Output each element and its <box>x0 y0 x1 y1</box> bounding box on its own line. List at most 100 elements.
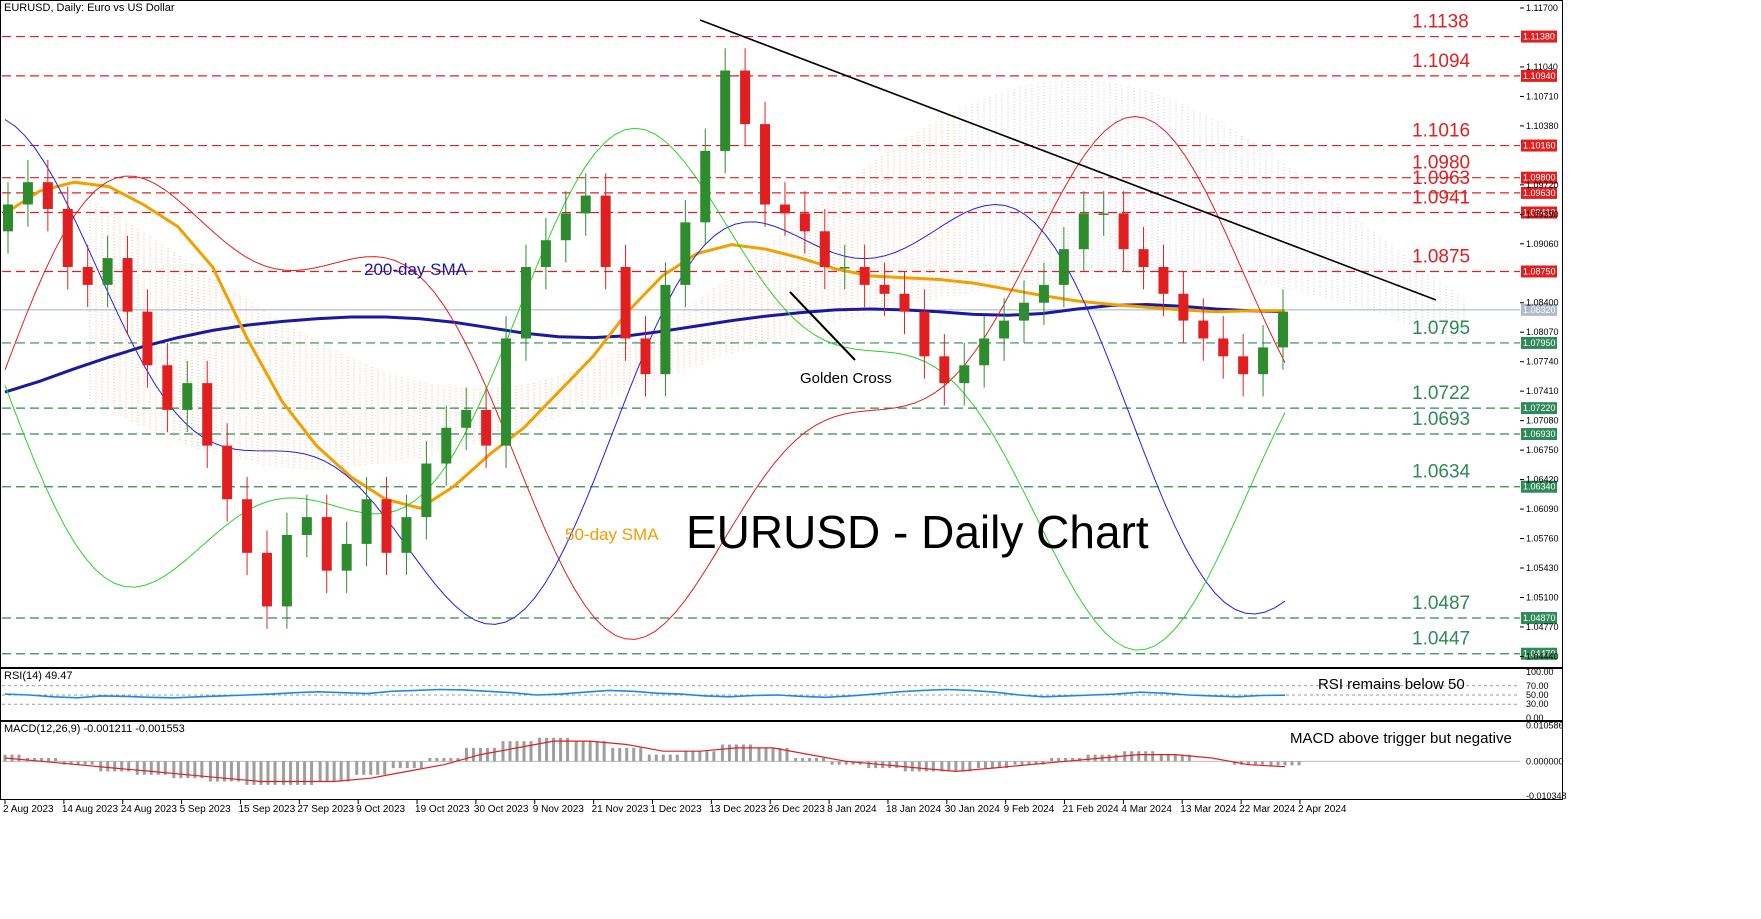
ichimoku-line <box>4 127 1286 651</box>
x-tick-label: 15 Sep 2023 <box>238 804 295 815</box>
y-tick-label: 1.04770 <box>1526 622 1559 632</box>
rsi-line <box>4 688 1286 699</box>
candle-body <box>979 338 990 366</box>
y-tick-label: 1.07080 <box>1526 416 1559 426</box>
candle-body <box>321 517 332 571</box>
x-tick-label: 8 Jan 2024 <box>827 804 877 815</box>
level-tag <box>1521 186 1557 199</box>
level-tag <box>1521 480 1557 493</box>
level-tag <box>1521 402 1557 415</box>
sma-line <box>4 180 1285 510</box>
x-tick-label: 9 Nov 2023 <box>533 804 585 815</box>
price-axis: 1.11700 1.11040 1.10710 1.10380 1.09720 1.093… <box>1520 3 1559 661</box>
x-tick-label: 21 Feb 2024 <box>1063 804 1120 815</box>
level-tag-text: 1.06340 <box>1523 482 1556 492</box>
level-tag-text: 1.07950 <box>1523 338 1556 348</box>
candle-body <box>281 534 292 607</box>
rsi-tick-label: 50.00 <box>1526 690 1549 700</box>
x-tick-label: 1 Dec 2023 <box>651 804 703 815</box>
macd-pane: 0.010586 0.000000 -0.010348 <box>2 721 1567 801</box>
candle-body <box>1078 213 1089 250</box>
level-tag <box>1521 265 1557 278</box>
ichimoku-line <box>4 115 1286 640</box>
candle-body <box>680 222 691 285</box>
current-price-tag <box>1521 303 1557 316</box>
macd-title: MACD(12,26,9) -0.001211 -0.001553 <box>4 723 185 735</box>
candle-body <box>620 267 631 339</box>
candle-body <box>600 195 611 268</box>
candle-body <box>142 311 153 366</box>
level-label: 1.0634 <box>1412 462 1471 483</box>
y-tick-label: 1.11700 <box>1526 3 1558 13</box>
price-pane-frame <box>0 0 1563 668</box>
sma50-label: 50-day SMA <box>565 525 659 544</box>
candle-body <box>261 552 272 607</box>
candle-body <box>799 213 810 232</box>
candle-body <box>999 320 1010 339</box>
candle-body <box>481 409 492 446</box>
y-tick-label: 1.07740 <box>1526 357 1559 367</box>
candle-body <box>62 208 73 268</box>
candle-body <box>162 365 173 410</box>
candle-body <box>501 338 512 446</box>
candle-body <box>1038 284 1049 303</box>
level-tag-text: 1.07220 <box>1523 403 1556 413</box>
y-tick-label: 1.06420 <box>1526 475 1559 485</box>
y-tick-label: 1.06750 <box>1526 445 1559 455</box>
rsi-tick-label: 0.00 <box>1526 713 1544 723</box>
candlestick-series <box>3 48 1288 629</box>
level-tag-text: 1.04870 <box>1523 613 1556 623</box>
x-tick-label: 27 Sep 2023 <box>297 804 354 815</box>
symbol-title: EURUSD, Daily: Euro vs US Dollar <box>4 2 175 14</box>
candle-body <box>1198 320 1209 339</box>
candle-body <box>202 383 213 446</box>
candle-body <box>381 499 392 553</box>
y-tick-label: 1.05760 <box>1526 534 1559 544</box>
level-label: 1.0693 <box>1412 409 1470 430</box>
level-tag-text: 1.08750 <box>1523 266 1556 276</box>
candle-body <box>939 356 950 384</box>
candle-body <box>361 499 372 544</box>
candle-body <box>720 70 731 151</box>
candle-body <box>1258 347 1269 375</box>
y-tick-label: 1.04440 <box>1526 651 1559 661</box>
level-tag <box>1521 171 1557 184</box>
rsi-tick-label: 70.00 <box>1526 681 1549 691</box>
candle-body <box>859 267 870 285</box>
level-label: 1.0963 <box>1412 168 1470 189</box>
rsi-tick-label: 100.00 <box>1526 667 1554 677</box>
level-tag <box>1521 647 1557 660</box>
level-label: 1.1094 <box>1412 51 1471 72</box>
sma200-label: 200-day SMA <box>364 260 468 279</box>
y-tick-label: 1.08400 <box>1526 298 1559 308</box>
candle-body <box>700 150 711 223</box>
candle-body <box>540 240 551 268</box>
level-tag-text: 1.10160 <box>1523 141 1556 151</box>
x-tick-label: 13 Dec 2023 <box>709 804 766 815</box>
level-label: 1.0795 <box>1412 318 1470 339</box>
level-label: 1.1016 <box>1412 121 1470 142</box>
x-tick-label: 18 Jan 2024 <box>886 804 941 815</box>
candle-body <box>760 124 771 205</box>
candle-body <box>779 204 790 214</box>
y-tick-label: 1.09720 <box>1526 180 1559 190</box>
main-title: EURUSD - Daily Chart <box>686 506 1149 558</box>
candle-body <box>1178 293 1189 321</box>
candle-body <box>3 204 13 232</box>
candle-body <box>899 293 910 312</box>
y-tick-label: 1.05100 <box>1526 592 1559 602</box>
candle-body <box>1118 213 1129 250</box>
level-tag <box>1521 30 1557 43</box>
golden-cross-label: Golden Cross <box>800 370 892 387</box>
y-tick-label: 1.09060 <box>1526 239 1559 249</box>
candle-body <box>740 70 751 125</box>
candle-body <box>341 543 352 571</box>
x-tick-label: 22 Mar 2024 <box>1239 804 1296 815</box>
x-tick-label: 13 Mar 2024 <box>1180 804 1237 815</box>
level-label: 1.1138 <box>1412 12 1469 33</box>
macd-tick-label: 0.000000 <box>1526 756 1564 766</box>
golden-cross-pointer <box>789 291 856 361</box>
x-tick-label: 9 Oct 2023 <box>356 804 405 815</box>
